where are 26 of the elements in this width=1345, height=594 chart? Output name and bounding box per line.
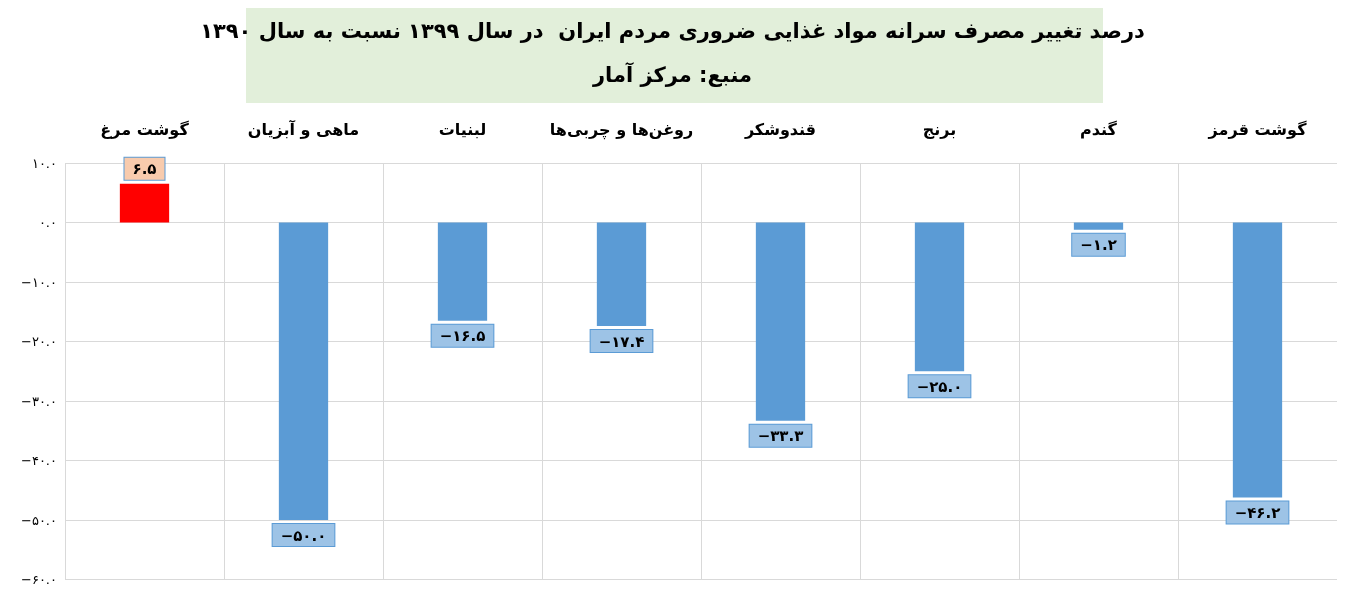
data-label: −۲۵.۰ [916, 377, 963, 396]
data-label: −۱۶.۵ [439, 327, 486, 346]
data-label: −۳۳.۳ [757, 427, 804, 446]
x-tick-label: گندم [1080, 119, 1118, 139]
y-tick-label: −۲۰.۰ [21, 334, 57, 349]
x-tick-label: لبنیات [438, 119, 487, 139]
y-tick-label: −۶۰.۰ [21, 572, 57, 587]
y-tick-label: −۳۰.۰ [21, 393, 57, 409]
data-label: −۵۰.۰ [280, 526, 327, 545]
text: منبع: مرکز آمار [591, 61, 753, 87]
y-tick-label: −۴۰.۰ [21, 453, 57, 468]
x-tick-label: قندوشکر [743, 119, 817, 139]
x-tick-label: گوشت قرمز [1207, 119, 1308, 139]
data-label: ۶.۵ [132, 160, 157, 179]
y-tick-label: ۰.۰ [38, 215, 57, 230]
y-tick-label: ۱۰.۰ [31, 155, 57, 171]
x-tick-label: گوشت مرغ [100, 119, 190, 139]
data-label: −۱۷.۴ [598, 332, 645, 351]
x-tick-label: ماهی و آبزیان [247, 118, 360, 139]
y-tick-label: −۱۰.۰ [21, 274, 57, 290]
data-label: −۴۶.۲ [1234, 503, 1281, 522]
x-tick-label: برنج [922, 119, 957, 139]
y-tick-label: −۵۰.۰ [21, 512, 57, 528]
data-label: −۱.۲ [1080, 236, 1117, 255]
x-tick-label: روغن‌ها و چربی‌ها [549, 119, 694, 140]
chart-title: درصد تغییر مصرف سرانه مواد غذایی ضروری مردم ایران در سال ۱۳۹۹ نسبت به سال ۱۳۹۰ [200, 18, 1146, 43]
